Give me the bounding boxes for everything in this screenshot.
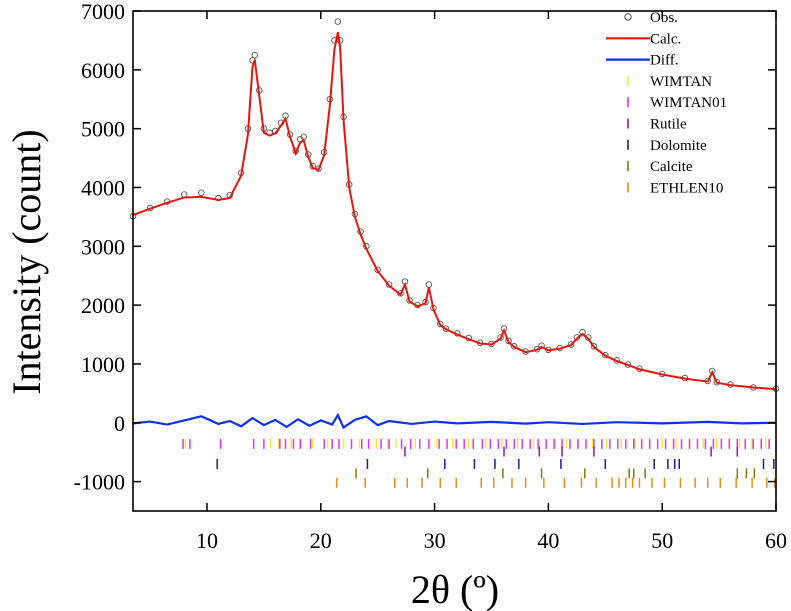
legend-item-dolomite: Dolomite	[627, 138, 707, 154]
y-tick-label-1: 0	[114, 411, 125, 436]
series-line-calc	[132, 31, 777, 391]
obs-point-54	[533, 345, 541, 353]
legend-label-wimtan01: WIMTAN01	[650, 95, 727, 111]
y-tick-label-8: 7000	[81, 0, 125, 24]
obs-point-35	[385, 281, 393, 288]
y-axis: -1000 0 1000 2000 3000 4000 5000 6000 7000	[74, 0, 776, 495]
legend-item-diff: Diff.	[606, 53, 678, 69]
x-tick-label-4: 50	[651, 528, 673, 553]
obs-point-27	[334, 18, 342, 25]
obs-point-58	[567, 341, 575, 348]
legend-label-calcite: Calcite	[650, 159, 693, 175]
reflection-markers-ethlen10	[335, 477, 776, 488]
x-axis: 10 20 30 40 50 60	[196, 11, 787, 553]
obs-point-55	[538, 342, 545, 349]
reflection-markers-rutile	[404, 446, 739, 457]
obs-point-4	[198, 189, 205, 197]
legend-label-ethlen10: ETHLEN10	[650, 180, 723, 196]
legend-item-rutile: Rutile	[627, 117, 687, 133]
reflection-markers-wimtan	[184, 438, 767, 449]
y-tick-label-4: 3000	[81, 234, 125, 259]
obs-point-10	[251, 51, 259, 59]
plot-area	[129, 18, 780, 488]
obs-point-5	[215, 194, 222, 202]
y-tick-label-3: 2000	[81, 293, 125, 318]
obs-point-38	[406, 297, 413, 304]
legend-label-calc: Calc.	[650, 31, 681, 47]
x-tick-label-2: 30	[424, 528, 446, 553]
y-tick-label-5: 4000	[81, 175, 125, 200]
legend-label-wimtan: WIMTAN	[650, 74, 712, 90]
obs-point-62	[590, 343, 598, 350]
y-tick-label-2: 1000	[81, 352, 125, 377]
legend-item-obs: Obs.	[624, 10, 678, 26]
x-tick-label-1: 20	[310, 528, 332, 553]
y-tick-label-6: 5000	[81, 117, 125, 142]
x-tick-label-3: 40	[537, 528, 559, 553]
reflection-markers-wimtan01	[182, 438, 770, 449]
legend-marker-obs	[624, 13, 632, 21]
series-line-diff	[132, 412, 777, 430]
obs-point-43	[437, 320, 444, 328]
reflection-markers-calcite	[355, 468, 756, 479]
legend-item-wimtan: WIMTAN	[627, 74, 712, 90]
obs-point-71	[713, 378, 721, 386]
legend-item-calcite: Calcite	[627, 159, 693, 175]
y-tick-label-0: -1000	[74, 470, 125, 495]
legend-item-ethlen10: ETHLEN10	[627, 180, 723, 196]
x-tick-label-5: 60	[765, 528, 787, 553]
y-tick-label-7: 6000	[81, 58, 125, 83]
legend-item-calc: Calc.	[606, 31, 681, 47]
obs-point-63	[602, 351, 609, 359]
reflection-markers-dolomite	[216, 458, 775, 469]
legend-label-rutile: Rutile	[650, 117, 687, 133]
legend: Obs. Calc. Diff. WIMTAN WIMTAN01 Rutile Dolomi…	[606, 10, 727, 196]
obs-point-51	[505, 337, 512, 345]
legend-label-obs: Obs.	[650, 10, 678, 26]
x-tick-label-0: 10	[196, 528, 218, 553]
legend-label-dolomite: Dolomite	[650, 138, 707, 154]
y-axis-title: Intensity (count)	[4, 129, 49, 395]
legend-item-wimtan01: WIMTAN01	[627, 95, 727, 111]
legend-label-diff: Diff.	[650, 53, 678, 69]
plot-frame	[132, 10, 777, 512]
obs-point-44	[442, 325, 450, 332]
obs-point-49	[497, 334, 504, 341]
obs-point-52	[510, 343, 518, 350]
x-axis-title: 2θ (º)	[411, 567, 499, 611]
